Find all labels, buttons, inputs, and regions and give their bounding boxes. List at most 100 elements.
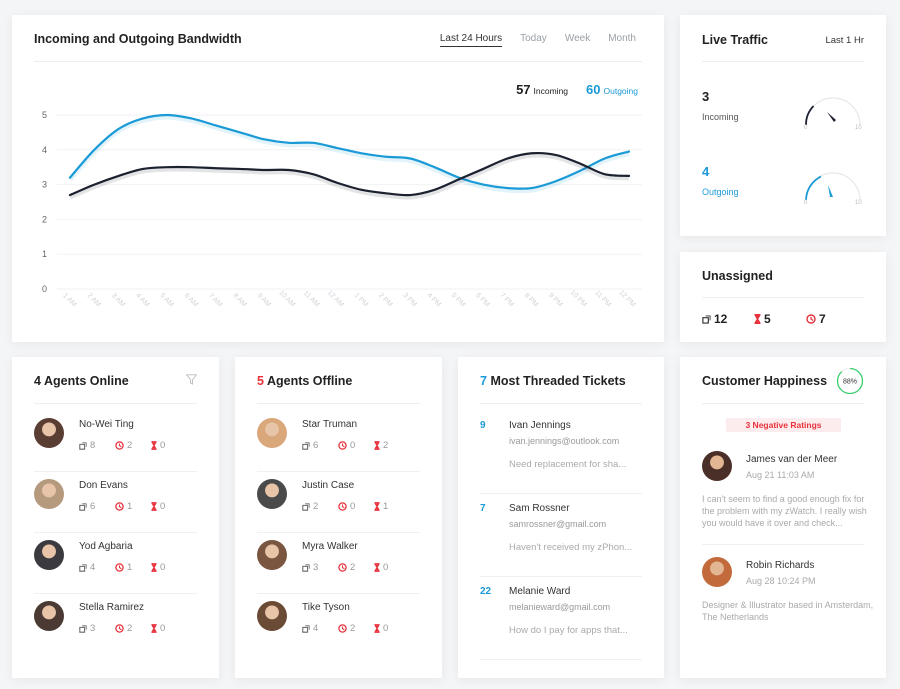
agent-row[interactable]: Star Truman 6 0 2 <box>257 411 420 472</box>
filter-icon[interactable] <box>186 374 197 385</box>
unassigned-pending[interactable]: 5 <box>754 312 806 326</box>
customer-happiness-card: Customer Happiness 88% 3 Negative Rating… <box>680 357 886 678</box>
ticket-row[interactable]: 7 Sam Rossner samrossner@gmail.com Haven't … <box>480 494 642 577</box>
agent-tickets-count: 3 <box>313 562 319 573</box>
ticket-icon <box>302 624 310 633</box>
unassigned-tickets-count: 12 <box>714 312 728 326</box>
clock-icon <box>115 502 124 511</box>
clock-icon <box>806 314 816 324</box>
outgoing-gauge: 0 10 <box>804 172 862 206</box>
divider <box>34 532 197 533</box>
y-tick-label: 1 <box>42 249 47 259</box>
tab-today[interactable]: Today <box>520 33 547 44</box>
review-item[interactable]: James van der Meer Aug 21 11:03 AM I can't… <box>702 451 867 545</box>
tab-week[interactable]: Week <box>564 33 591 44</box>
ticket-row[interactable]: 22 Melanie Ward melanieward@gmail.com How d… <box>480 577 642 660</box>
x-tick-label: 4 AM <box>134 292 150 308</box>
agent-row[interactable]: Myra Walker 3 2 0 <box>257 533 420 594</box>
svg-text:10: 10 <box>855 200 862 206</box>
agent-row[interactable]: Don Evans 6 1 0 <box>34 472 197 533</box>
tab-month[interactable]: Month <box>608 33 636 44</box>
series-line-outgoing[interactable] <box>68 113 631 190</box>
clock-icon <box>115 441 124 450</box>
agent-tickets: 6 <box>79 501 115 512</box>
agent-row[interactable]: No-Wei Ting 8 2 0 <box>34 411 197 472</box>
agent-tickets: 6 <box>302 440 338 451</box>
agent-stats: 6 1 0 <box>79 501 187 512</box>
ticket-row[interactable]: 9 Ivan Jennings ivan.jennings@outlook.com N… <box>480 411 642 494</box>
agent-row[interactable]: Tike Tyson 4 2 0 <box>257 594 420 655</box>
unassigned-tickets[interactable]: 12 <box>702 312 754 326</box>
agent-stats: 2 0 1 <box>302 501 410 512</box>
review-item[interactable]: Robin Richards Aug 28 10:24 PM Designer & … <box>702 557 873 627</box>
ticket-contact-email: melanieward@gmail.com <box>509 602 611 612</box>
divider <box>702 61 864 62</box>
agent-overdue: 2 <box>115 623 151 634</box>
legend-incoming[interactable]: 57 Incoming <box>516 81 568 99</box>
agent-name: Stella Ramirez <box>79 602 145 613</box>
x-tick-label: 11 PM <box>593 290 612 309</box>
agent-pending-count: 2 <box>383 440 389 451</box>
unassigned-overdue[interactable]: 7 <box>806 312 858 326</box>
agent-pending-count: 0 <box>383 562 389 573</box>
agent-row[interactable]: Yod Agbaria 4 1 0 <box>34 533 197 594</box>
live-traffic-period[interactable]: Last 1 Hr <box>825 35 864 46</box>
divider <box>34 61 642 62</box>
avatar <box>702 451 732 481</box>
x-tick-label: 11 AM <box>302 290 321 309</box>
agent-tickets-count: 8 <box>90 440 96 451</box>
hourglass-icon <box>754 314 761 324</box>
agent-tickets-count: 6 <box>90 501 96 512</box>
agent-pending: 1 <box>374 501 410 512</box>
agent-tickets: 3 <box>302 562 338 573</box>
y-tick-label: 3 <box>42 180 47 190</box>
svg-text:10: 10 <box>855 125 862 131</box>
agent-row[interactable]: Stella Ramirez 3 2 0 <box>34 594 197 655</box>
agent-overdue: 2 <box>338 562 374 573</box>
agent-stats: 6 0 2 <box>302 440 410 451</box>
agent-pending: 0 <box>151 562 187 573</box>
agent-pending-count: 0 <box>160 623 166 634</box>
agent-overdue-count: 2 <box>350 623 356 634</box>
agent-stats: 3 2 0 <box>79 623 187 634</box>
agents-online-card: 4 Agents Online No-Wei Ting 8 2 0 Don Evans 6… <box>12 357 219 678</box>
hourglass-icon <box>374 441 380 450</box>
agent-pending-count: 1 <box>383 501 389 512</box>
outgoing-total: 60 <box>586 82 601 97</box>
review-text: Designer & Illustrator based in Amsterda… <box>702 600 874 622</box>
unassigned-title: Unassigned <box>702 269 773 283</box>
incoming-gauge: 0 10 <box>804 97 862 131</box>
incoming-label: Incoming <box>533 86 569 96</box>
agent-overdue-count: 2 <box>127 623 133 634</box>
agent-pending: 0 <box>151 440 187 451</box>
review-time: Aug 28 10:24 PM <box>746 576 816 586</box>
reviewer-name: James van der Meer <box>746 454 838 465</box>
agent-tickets-count: 6 <box>313 440 319 451</box>
agent-overdue: 2 <box>115 440 151 451</box>
series-line-incoming[interactable] <box>68 151 631 197</box>
outgoing-value: 4 <box>702 164 710 179</box>
avatar <box>257 601 287 631</box>
unassigned-pending-count: 5 <box>764 312 771 326</box>
agent-row[interactable]: Justin Case 2 0 1 <box>257 472 420 533</box>
agent-pending: 0 <box>374 623 410 634</box>
thread-count: 22 <box>480 586 492 597</box>
outgoing-label: Outgoing <box>603 86 639 96</box>
legend-outgoing[interactable]: 60 Outgoing <box>586 81 638 99</box>
negative-ratings-badge[interactable]: 3 Negative Ratings <box>726 418 841 432</box>
divider <box>480 659 642 660</box>
ticket-contact-name: Melanie Ward <box>509 586 571 597</box>
agent-overdue-count: 2 <box>127 440 133 451</box>
agents-online-count: 4 <box>34 374 41 388</box>
agents-offline-count: 5 <box>257 374 264 388</box>
divider <box>34 403 197 404</box>
divider <box>702 297 864 298</box>
tab-last-24-hours[interactable]: Last 24 Hours <box>439 33 503 47</box>
agent-overdue: 0 <box>338 440 374 451</box>
ticket-icon <box>702 314 711 324</box>
agent-overdue: 1 <box>115 562 151 573</box>
agent-pending: 0 <box>374 562 410 573</box>
hourglass-icon <box>151 441 157 450</box>
divider <box>480 576 642 577</box>
bandwidth-title: Incoming and Outgoing Bandwidth <box>34 32 242 46</box>
